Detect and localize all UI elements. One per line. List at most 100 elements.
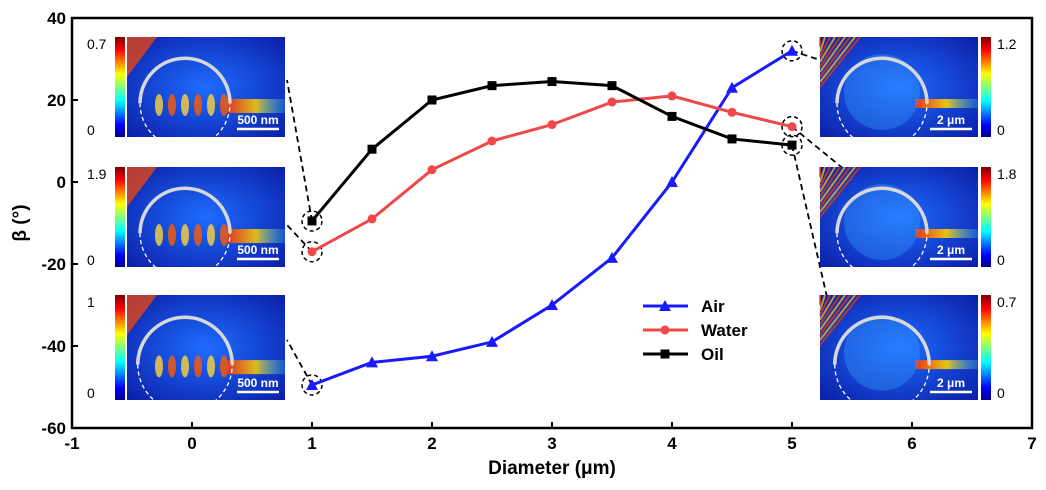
field-lobe — [168, 355, 176, 378]
field-fringe — [819, 294, 846, 331]
field-edge — [127, 37, 157, 77]
colorbar-min-label: 0 — [997, 122, 1005, 138]
highlight-circle — [301, 374, 323, 396]
field-beam — [915, 229, 978, 238]
colorbar — [981, 295, 991, 400]
field-map — [127, 295, 285, 400]
inset-oil-1um: 0.7 0 500 nm — [87, 36, 285, 149]
colorbar-min-label: 0 — [997, 252, 1005, 268]
data-point — [487, 81, 497, 91]
x-tick-label: 1 — [307, 434, 316, 453]
field-fringe — [819, 294, 841, 326]
field-fringe — [819, 294, 851, 336]
inset-water-1um: 1.9 0 500 nm — [87, 166, 285, 279]
field-fringe — [819, 36, 836, 63]
colorbar — [981, 37, 991, 137]
colorbar-max-label: 1 — [87, 294, 95, 310]
field-fringe — [819, 294, 856, 341]
y-tick-label: -20 — [41, 255, 66, 274]
particle-outline — [835, 56, 929, 104]
highlight-circle — [781, 115, 803, 138]
data-point — [486, 335, 498, 347]
data-point — [307, 216, 317, 226]
colorbar-min-label: 0 — [87, 385, 95, 401]
field-beam — [915, 99, 978, 108]
particle-outline — [833, 315, 931, 365]
field-map — [127, 167, 285, 267]
data-point — [666, 176, 678, 187]
field-edge — [127, 295, 157, 335]
colorbar-max-label: 0.7 — [997, 294, 1017, 310]
field-lobe — [155, 355, 163, 378]
field-lobe — [207, 355, 215, 378]
x-tick-label: 5 — [787, 434, 796, 453]
particle-outline-dashed — [139, 233, 231, 279]
data-point — [307, 247, 317, 257]
data-point — [487, 136, 497, 146]
data-point — [607, 81, 617, 91]
data-point — [787, 122, 797, 132]
particle-outline-dashed — [137, 364, 233, 413]
particle-outline — [136, 315, 234, 365]
legend-item-air: Air — [643, 297, 725, 316]
field-fringe — [819, 166, 826, 183]
particle-outline — [138, 186, 232, 234]
field-lobe — [181, 224, 189, 246]
scale-bar-label: 500 nm — [237, 376, 278, 390]
field-lobe — [181, 94, 189, 116]
field-fringe — [819, 36, 856, 83]
particle-outline — [138, 56, 232, 104]
legend-item-oil: Oil — [643, 345, 724, 364]
particle-outline — [835, 186, 929, 234]
y-axis-label: β (°) — [10, 204, 31, 241]
field-fringe — [819, 166, 841, 198]
x-tick-label: 6 — [907, 434, 916, 453]
connector-line — [791, 144, 831, 311]
field-lobe — [220, 224, 228, 246]
inset-air-1um: 1 0 500 nm — [87, 294, 285, 413]
inset-air-5um: 1.2 0 2 μm — [819, 36, 1017, 149]
data-point — [727, 134, 737, 144]
colorbar-max-label: 1.8 — [997, 166, 1017, 182]
connector-line — [286, 79, 313, 222]
field-fringe — [819, 294, 836, 321]
data-point — [726, 81, 738, 93]
x-tick-label: 4 — [667, 434, 677, 453]
field-edge — [127, 167, 157, 207]
y-tick-label: 0 — [57, 173, 66, 192]
field-pattern — [844, 54, 920, 130]
field-fringe — [819, 166, 831, 188]
highlight-circle — [781, 40, 803, 62]
axis-ticks: -1 0 1 2 3 4 5 6 7 40 20 0 -20 -40 -60 — [41, 9, 1036, 453]
field-pattern — [844, 314, 920, 391]
connector-line — [286, 224, 313, 253]
field-lobe — [194, 224, 202, 246]
x-tick-label: 0 — [187, 434, 196, 453]
colorbar-min-label: 0 — [87, 122, 95, 138]
scale-bar-label: 2 μm — [937, 376, 965, 390]
field-fringe — [819, 294, 826, 311]
legend-item-water: Water — [643, 321, 748, 340]
data-point — [427, 165, 437, 175]
particle-outline-dashed — [836, 233, 928, 279]
data-point — [547, 77, 557, 87]
field-lobe — [207, 224, 215, 246]
data-point — [367, 214, 377, 224]
field-fringe — [819, 36, 831, 58]
scale-bar-label: 500 nm — [237, 113, 278, 127]
scale-bar-label: 2 μm — [937, 113, 965, 127]
y-tick-label: 20 — [47, 91, 66, 110]
series-lines — [306, 44, 798, 390]
data-point — [786, 44, 798, 56]
legend-label: Oil — [701, 345, 724, 364]
field-lobe — [181, 355, 189, 378]
field-beam — [227, 229, 285, 243]
data-point — [659, 300, 671, 311]
field-lobe — [207, 94, 215, 116]
scale-bar-label: 2 μm — [937, 243, 965, 257]
x-tick-label: 2 — [427, 434, 436, 453]
field-fringe — [819, 36, 851, 78]
field-fringe — [819, 166, 846, 203]
y-tick-label: -40 — [41, 337, 66, 356]
